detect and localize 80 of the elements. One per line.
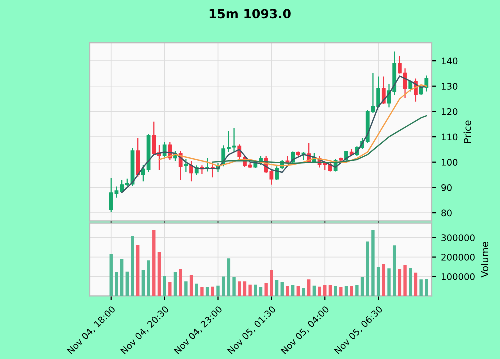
- bar: [131, 236, 134, 296]
- bar: [302, 288, 306, 296]
- bar: [286, 286, 290, 296]
- bar: [136, 245, 140, 296]
- candlestick: [190, 160, 194, 182]
- bar: [200, 287, 204, 296]
- y-tick-label: 100000: [442, 273, 475, 280]
- bar: [222, 276, 226, 296]
- bar: [190, 275, 194, 296]
- bar: [404, 265, 407, 296]
- bar: [195, 284, 198, 296]
- bar: [115, 272, 118, 296]
- bar: [344, 286, 348, 296]
- y-tick-label: 110: [442, 134, 458, 141]
- candlestick: [184, 158, 188, 173]
- bar: [366, 242, 370, 296]
- bar: [312, 286, 316, 296]
- bar: [382, 264, 386, 296]
- chart-title: 15m 1093.0: [210, 9, 291, 19]
- bar: [174, 272, 178, 296]
- bar: [126, 272, 130, 296]
- bar: [318, 286, 322, 296]
- candlestick: [382, 76, 386, 105]
- y-tick-label: 130: [442, 83, 458, 90]
- bar: [120, 259, 124, 296]
- bar: [243, 282, 247, 296]
- y-tick-label: 80: [442, 210, 452, 217]
- bar: [227, 258, 231, 296]
- candlestick: [424, 75, 429, 92]
- bar: [270, 270, 274, 296]
- y-tick-label: 200000: [442, 254, 475, 261]
- bar: [254, 284, 258, 296]
- bar: [409, 268, 412, 296]
- bar: [372, 230, 375, 296]
- bar: [110, 254, 113, 296]
- bar: [280, 282, 284, 296]
- bar: [360, 277, 364, 296]
- bar: [238, 282, 242, 296]
- bar: [158, 252, 162, 296]
- bar: [206, 287, 210, 296]
- bar: [398, 269, 402, 296]
- y-tick-label: 100: [442, 159, 458, 166]
- bar: [414, 272, 418, 296]
- bar: [307, 280, 311, 296]
- candlestick: [275, 166, 279, 181]
- bar: [328, 285, 332, 296]
- y-axis-title: Volume: [481, 242, 489, 278]
- bar: [248, 284, 252, 296]
- y-tick-label: 90: [442, 184, 452, 192]
- y-tick-label: 140: [442, 58, 458, 65]
- y-tick-label: 300000: [442, 234, 475, 242]
- y-axis-title: Price: [464, 120, 472, 144]
- bar: [291, 285, 295, 296]
- candlestick: [162, 142, 167, 160]
- bar: [275, 280, 279, 296]
- bar: [388, 268, 391, 296]
- bar: [147, 260, 150, 296]
- bar: [376, 267, 380, 296]
- bar: [340, 287, 343, 296]
- bar: [184, 282, 188, 296]
- bar: [216, 286, 220, 296]
- bar: [264, 283, 268, 296]
- bar: [392, 246, 396, 296]
- bar: [168, 282, 172, 296]
- bar: [142, 270, 146, 296]
- bar: [232, 277, 236, 296]
- bar: [334, 286, 338, 296]
- bar: [179, 268, 182, 296]
- bar: [350, 286, 354, 296]
- bar: [324, 285, 327, 296]
- bar: [152, 230, 156, 296]
- bar: [259, 287, 263, 296]
- bar: [163, 276, 166, 296]
- candlestick: [419, 85, 424, 96]
- bar: [420, 280, 423, 296]
- bar: [356, 285, 359, 296]
- bar: [425, 279, 428, 296]
- bar: [211, 286, 215, 296]
- bar: [296, 286, 300, 296]
- y-tick-label: 120: [442, 108, 458, 116]
